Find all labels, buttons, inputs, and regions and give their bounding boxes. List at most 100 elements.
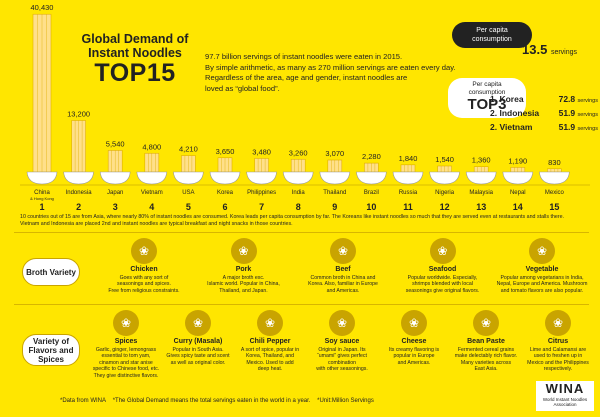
chili-pepper-icon: ❀ xyxy=(257,310,283,336)
top3-rank: 1. xyxy=(490,94,498,104)
bowl-icon xyxy=(26,171,58,185)
per-capita-value: 13.5 servings xyxy=(522,42,577,57)
spice-name: Chili Pepper xyxy=(249,338,291,345)
rank-label: 12 xyxy=(440,202,450,212)
spice-desc: Lime and Calamansi are xyxy=(529,347,587,353)
footer-notes: *Data from WINA *The Global Demand means… xyxy=(60,398,374,404)
bowl-icon xyxy=(209,171,241,185)
rank-label: 8 xyxy=(296,202,301,212)
spice-desc: Original in Japan. Its xyxy=(318,347,366,353)
per-capita-bubble: Per capita consumption xyxy=(452,22,532,48)
bowl-icon xyxy=(63,171,94,185)
category-label: India xyxy=(292,190,306,196)
rank-label: 5 xyxy=(186,202,191,212)
divider xyxy=(14,304,589,305)
spice-desc: Mexico and the Philippines xyxy=(527,359,589,366)
broth-desc: seasonings and spices. xyxy=(117,281,171,288)
category-label: Nepal xyxy=(510,190,526,196)
spice-name: Bean Paste xyxy=(467,338,505,345)
spices-label-1: Variety of xyxy=(32,336,69,346)
per-capita-unit: servings xyxy=(550,49,578,56)
spices-list: ❀ Spices Garlic, ginger, lemongrass esse… xyxy=(92,310,592,379)
rank-label: 7 xyxy=(259,202,264,212)
spice-desc: Its creamy flavoring is xyxy=(388,347,440,353)
chart-note: 10 countries out of 15 are from Asia, wh… xyxy=(20,214,600,228)
broth-item-beef: ❀ Beef Common broth in China and Korea. … xyxy=(297,238,389,294)
intro-line: loved as “global food”. xyxy=(205,83,280,93)
footer-source: *Data from WINA xyxy=(60,398,107,404)
divider xyxy=(14,232,589,233)
broth-desc: seasonings give original flavors. xyxy=(405,287,480,294)
top3-country: Indonesia xyxy=(499,108,540,118)
spice-name: Curry (Masala) xyxy=(173,338,223,345)
bowl-icon xyxy=(539,171,570,185)
broth-list: ❀ Chicken Goes with any sort of seasonin… xyxy=(98,238,588,294)
note-line: 10 countries out of 15 are from Asia, wh… xyxy=(20,214,565,220)
title-line1: Global Demand of xyxy=(81,32,189,46)
rank-label: 3 xyxy=(113,202,118,212)
broth-desc: Thailand, and Japan. xyxy=(219,287,268,294)
chicken-icon: ❀ xyxy=(131,238,157,264)
spice-item-soy-sauce: ❀ Soy sauce Original in Japan. Its “umam… xyxy=(308,310,376,379)
rank-label: 6 xyxy=(222,202,227,212)
broth-desc: Common broth in China and xyxy=(310,275,376,281)
value-label: 3,650 xyxy=(216,147,235,156)
intro-text: 97.7 billion servings of instant noodles… xyxy=(205,52,465,94)
bowl-icon xyxy=(282,171,314,185)
value-label: 1,840 xyxy=(399,154,418,163)
top3-rank: 2. xyxy=(490,108,498,118)
cheese-icon: ❀ xyxy=(401,310,427,336)
top3-rank: 2. xyxy=(490,122,498,132)
category-label: Mexico xyxy=(545,190,565,196)
top3-unit: servings xyxy=(577,126,598,132)
spice-desc: cinamon and star anise xyxy=(99,359,153,366)
spice-item-chili-pepper: ❀ Chili Pepper A sort of spice, popular … xyxy=(236,310,304,379)
top3-label-1: Per capita xyxy=(472,81,502,88)
per-capita-number: 13.5 xyxy=(522,42,548,57)
top3-unit: servings xyxy=(577,98,598,104)
broth-desc: shrimps blended with local xyxy=(412,281,473,288)
broth-desc: Free from religious constraints. xyxy=(108,287,180,294)
broth-name: Beef xyxy=(335,266,351,273)
vegetable-icon: ❀ xyxy=(529,238,555,264)
broth-desc: and tomato flavors are also popular. xyxy=(500,287,584,294)
citrus-icon: ❀ xyxy=(545,310,571,336)
spice-desc: essential to tom yam, xyxy=(101,353,151,360)
value-label: 1,190 xyxy=(508,156,527,165)
bowl-icon xyxy=(319,171,351,185)
top3-title: TOP3 xyxy=(467,96,507,113)
top3-value: 72.8 xyxy=(558,94,576,104)
value-label: 830 xyxy=(548,158,561,167)
value-label: 3,480 xyxy=(252,147,271,156)
rank-label: 13 xyxy=(476,202,486,212)
category-sublabel: & Hong Kong xyxy=(30,196,54,201)
spice-desc: Popular in South Asia. xyxy=(172,347,224,353)
broth-item-pork: ❀ Pork A major broth exc. Islamic world.… xyxy=(198,238,290,294)
category-label: Korea xyxy=(217,190,234,196)
per-capita-label-2: consumption xyxy=(472,36,512,43)
top3-list: 1. Korea 72.8 servings 2. Indonesia 51.9… xyxy=(490,94,598,136)
broth-desc: Islamic world. Popular in China, xyxy=(207,281,280,288)
spice-desc: make delectably rich flavor. xyxy=(454,353,518,360)
rank-label: 2 xyxy=(76,202,81,212)
rank-label: 9 xyxy=(332,202,337,212)
top3-unit: servings xyxy=(577,112,598,118)
spice-desc: Many varieties across xyxy=(460,359,512,366)
broth-desc: Popular among vegetarians in India, xyxy=(500,275,584,281)
top3-value: 51.9 xyxy=(558,122,576,132)
bowl-icon xyxy=(465,171,497,185)
bowl-icon xyxy=(246,171,277,185)
wina-sub-2: Association xyxy=(553,402,577,407)
spice-name: Cheese xyxy=(401,338,427,345)
spice-desc: popular in Europe xyxy=(393,353,435,360)
broth-desc: and Americas. xyxy=(326,287,360,294)
spice-desc: as well as original color. xyxy=(170,359,226,366)
spice-name: Citrus xyxy=(547,338,569,345)
spice-desc: used to freshen up in xyxy=(533,353,583,360)
spice-desc: Korea, Thailand, and xyxy=(245,353,295,360)
value-label: 40,430 xyxy=(31,3,54,12)
broth-item-vegetable: ❀ Vegetable Popular among vegetarians in… xyxy=(496,238,588,294)
wina-logo: WINA World Instant Noodles Association xyxy=(536,381,594,411)
broth-item-chicken: ❀ Chicken Goes with any sort of seasonin… xyxy=(98,238,190,294)
spice-item-curry: ❀ Curry (Masala) Popular in South Asia. … xyxy=(164,310,232,379)
